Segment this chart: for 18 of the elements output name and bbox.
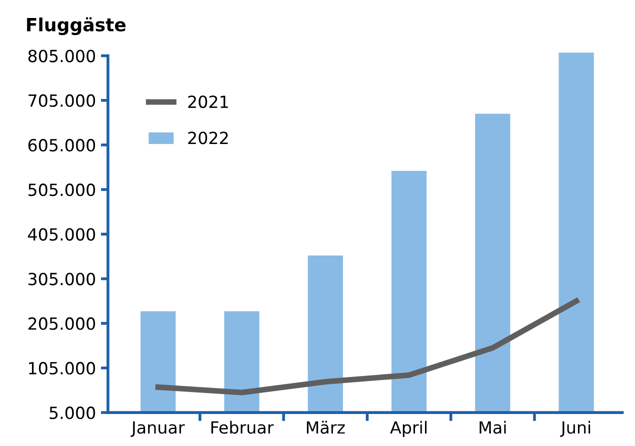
x-tick-label: April: [390, 420, 427, 438]
x-tick-label: März: [306, 420, 345, 434]
y-tick-label: 205.000: [28, 317, 96, 330]
x-tick-label: Januar: [130, 421, 185, 437]
y-tick-label: 105.000: [29, 362, 96, 375]
y-tick-label: 705.000: [28, 94, 96, 107]
legend-label: 2022: [188, 132, 228, 144]
y-tick-label: 305.000: [28, 272, 96, 286]
y-tick-label: 605.000: [28, 138, 96, 152]
y-tick-label: 405.000: [28, 228, 96, 241]
chart-title: Fluggäste: [27, 17, 126, 36]
x-tick-label: Mai: [480, 420, 506, 434]
x-tick-label: Juni: [560, 420, 590, 437]
legend-label: 2021: [188, 95, 228, 108]
y-tick-label: 805.000: [28, 50, 96, 62]
y-tick-label: 5.000: [50, 406, 96, 420]
y-tick-label: 505.000: [28, 184, 96, 196]
x-tick-label: Februar: [211, 420, 274, 434]
